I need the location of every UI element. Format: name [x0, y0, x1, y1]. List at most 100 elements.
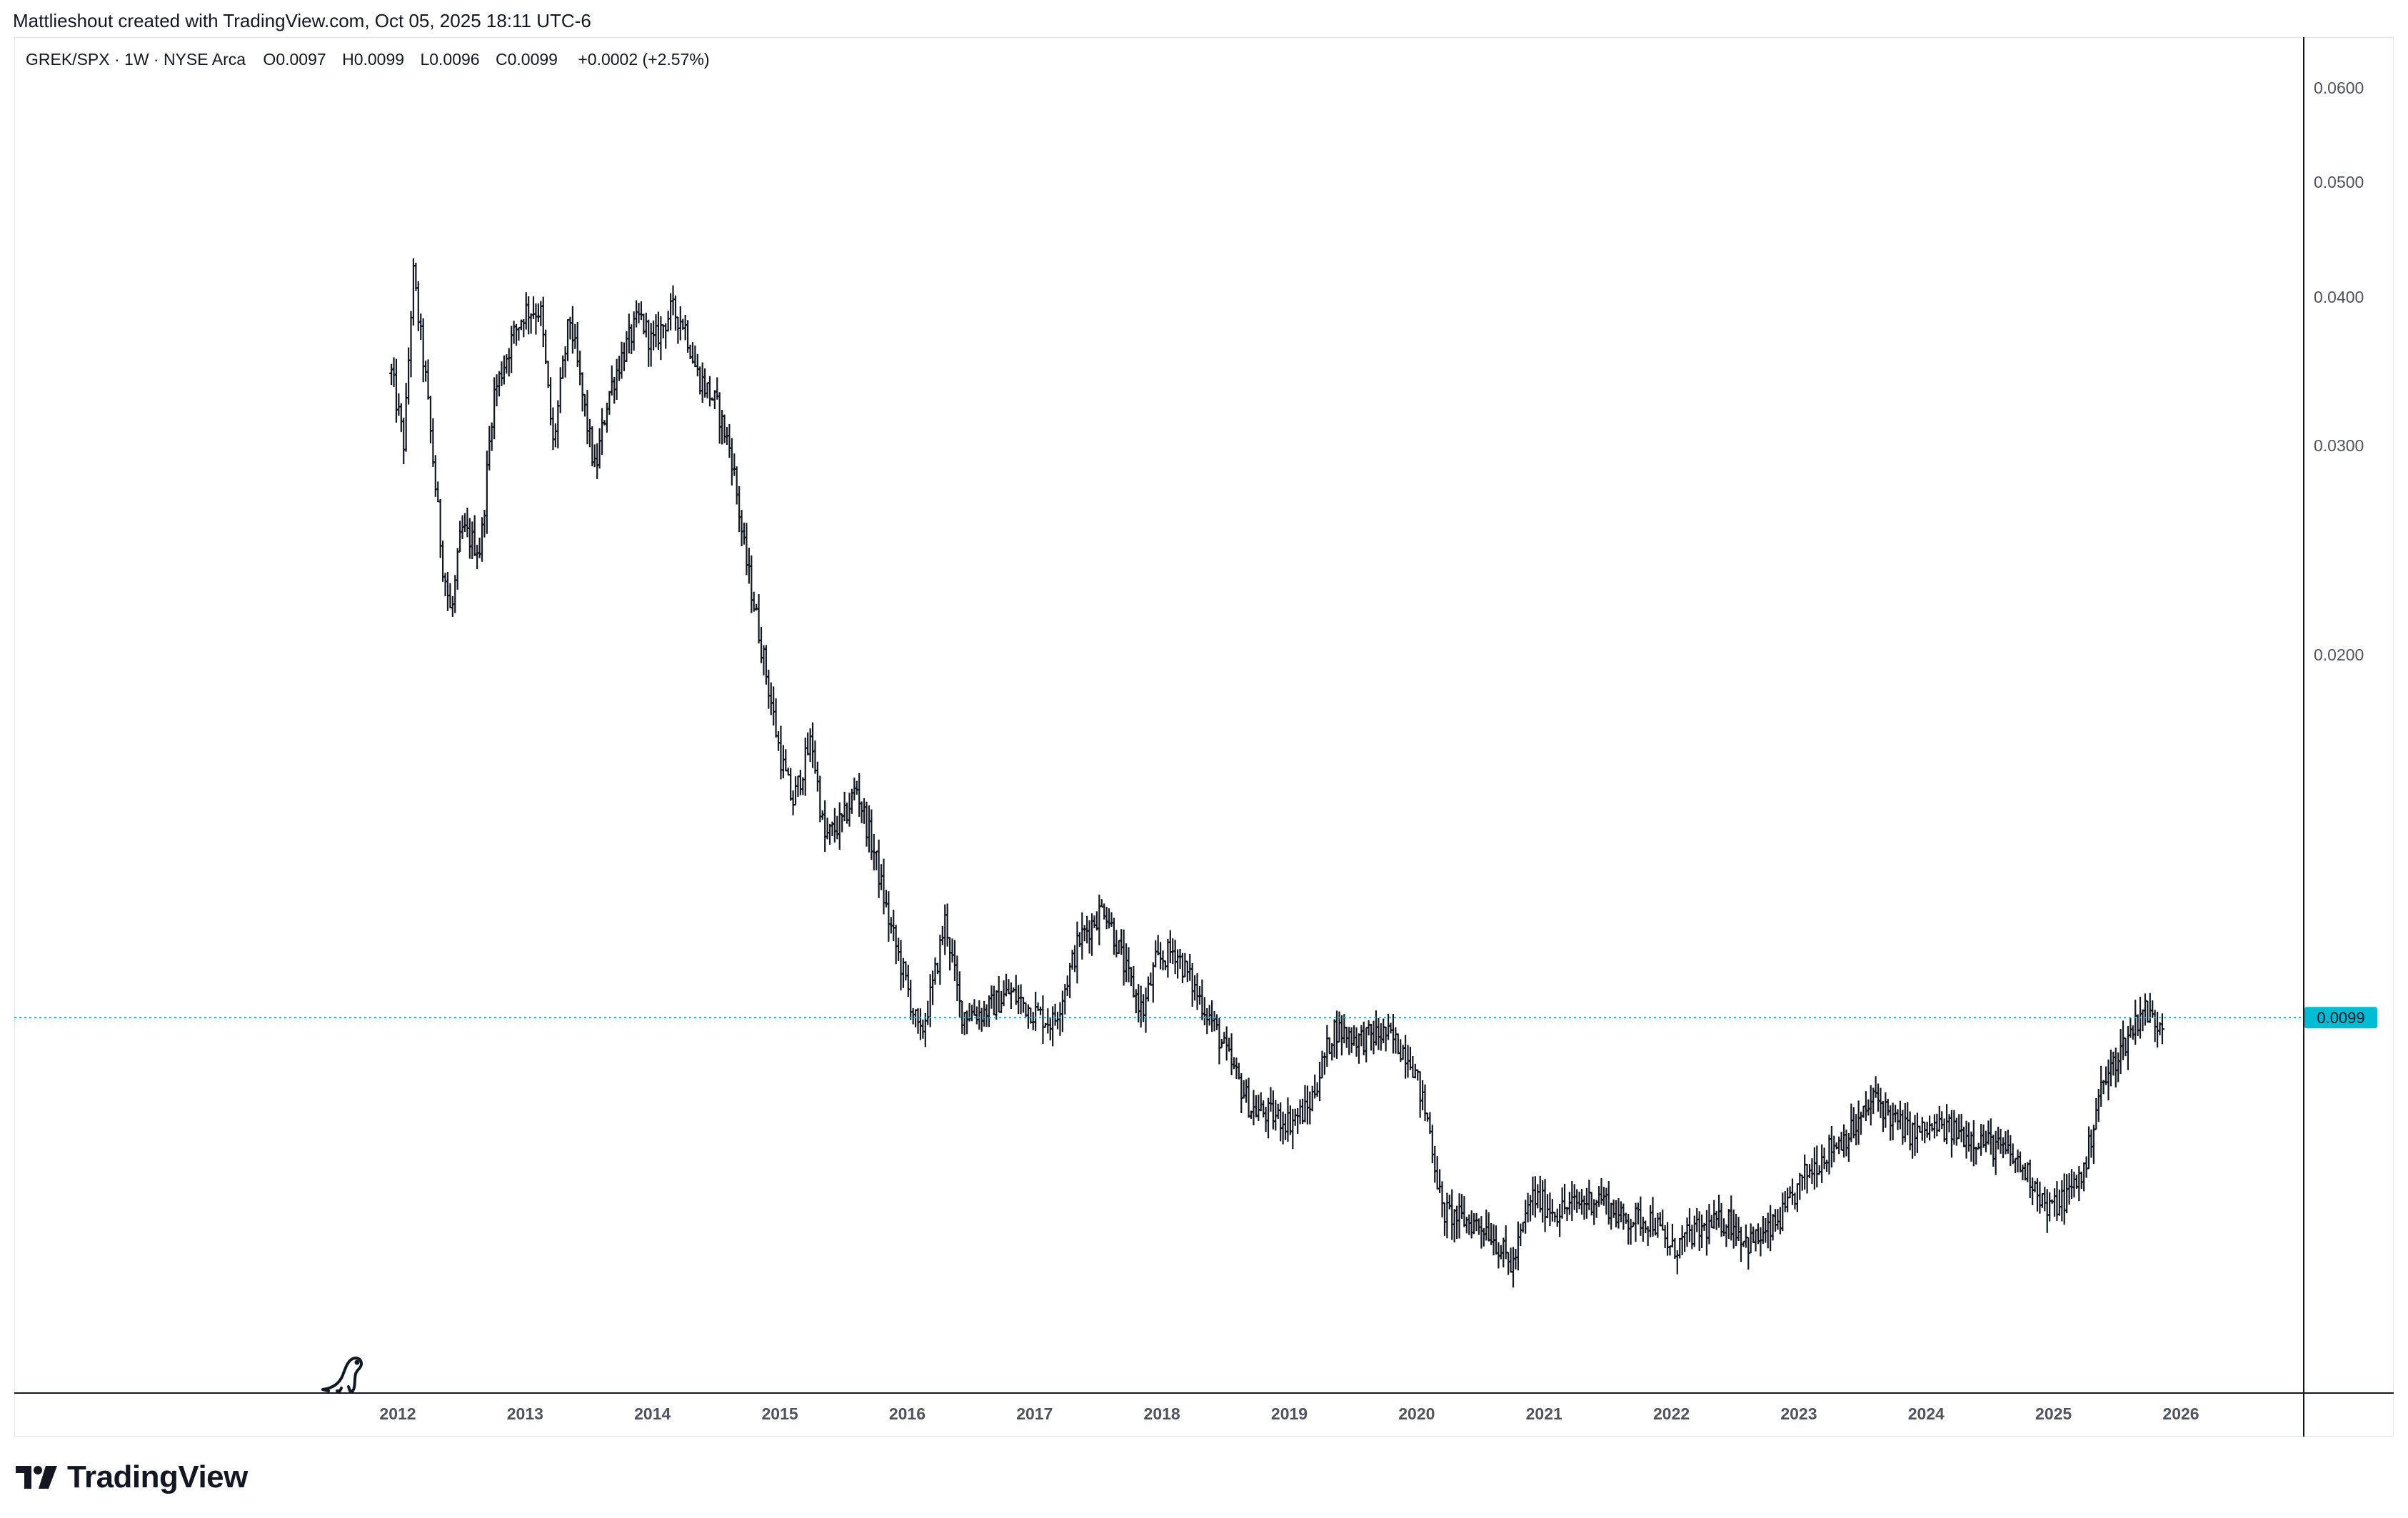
ohlc-bar	[1202, 997, 1207, 1026]
ohlc-bar	[695, 353, 700, 377]
ohlc-bar	[1349, 1027, 1354, 1053]
ohlc-bar	[2022, 1163, 2027, 1181]
ohlc-bar	[1183, 952, 1188, 977]
ohlc-bar	[568, 316, 573, 340]
time-tick-label-12: 2024	[1908, 1404, 1945, 1423]
ohlc-bar	[1704, 1210, 1709, 1256]
ohlc-bar	[1337, 1011, 1342, 1043]
ohlc-bar	[1418, 1071, 1423, 1118]
ohlc-bar	[1690, 1225, 1695, 1250]
ohlc-bar	[1099, 899, 1104, 908]
ohlc-bar	[619, 341, 624, 379]
ohlc-bar	[1193, 975, 1198, 1001]
ohlc-bar	[658, 316, 663, 361]
ohlc-bar	[2062, 1173, 2067, 1225]
time-tick-label-9: 2021	[1526, 1404, 1562, 1423]
ohlc-bar	[1388, 1022, 1393, 1034]
ohlc-bar	[1320, 1050, 1325, 1079]
ohlc-bar	[1153, 940, 1158, 967]
ohlc-bar	[1435, 1156, 1440, 1190]
ohlc-bar	[756, 593, 761, 644]
ohlc-bar	[389, 363, 394, 386]
ohlc-bar	[1680, 1225, 1685, 1255]
ohlc-bar	[1815, 1145, 1820, 1187]
ohlc-bar	[811, 722, 816, 768]
ohlc-bar	[781, 745, 786, 779]
ohlc-bar	[2079, 1171, 2084, 1190]
ohlc-bar	[663, 323, 668, 349]
ohlc-bar	[866, 805, 871, 853]
ohlc-bar	[1839, 1132, 1844, 1151]
ohlc-bar	[1545, 1194, 1550, 1219]
ohlc-bar	[1912, 1115, 1917, 1156]
ohlc-bar	[1190, 962, 1195, 1007]
ohlc-bar	[1935, 1113, 1940, 1137]
ohlc-bar	[1354, 1027, 1359, 1057]
ohlc-bar	[962, 1012, 967, 1035]
ohlc-bar	[443, 573, 448, 597]
ohlc-bar	[734, 466, 739, 505]
ohlc-bar	[1547, 1192, 1552, 1227]
ohlc-bar	[693, 345, 698, 368]
ohlc-bar	[783, 749, 788, 772]
ohlc-bar	[541, 296, 546, 348]
ohlc-bar	[1797, 1172, 1802, 1200]
ohlc-bar	[558, 367, 563, 413]
ohlc-bar	[1895, 1109, 1900, 1130]
ohlc-bar	[1883, 1092, 1888, 1128]
ohlc-bar	[920, 1020, 925, 1039]
ohlc-bar	[1782, 1191, 1787, 1212]
ohlc-bar	[1513, 1248, 1518, 1270]
tradingview-logo[interactable]: TradingView	[14, 1459, 248, 1495]
last-price-label: 0.0099	[2317, 1009, 2364, 1027]
ohlc-bar	[1515, 1221, 1520, 1271]
ohlc-bar	[509, 326, 514, 373]
ohlc-bar	[1837, 1136, 1842, 1155]
ohlc-bar	[621, 342, 626, 371]
ohlc-bar	[893, 925, 898, 965]
ohlc-bar	[2017, 1151, 2022, 1172]
ohlc-bar	[1102, 903, 1107, 920]
ohlc-bar	[1645, 1226, 1650, 1247]
ohlc-bar	[1604, 1187, 1609, 1215]
ohlc-bar	[1618, 1201, 1623, 1222]
ohlc-bar	[1408, 1046, 1413, 1070]
ohlc-bar	[788, 768, 793, 801]
ohlc-bar	[2067, 1173, 2072, 1205]
ohlc-bar	[1792, 1192, 1797, 1210]
time-tick-label-5: 2017	[1016, 1404, 1053, 1423]
ohlc-bar	[950, 938, 955, 963]
ohlc-bar	[393, 358, 398, 423]
ohlc-bar	[1785, 1187, 1790, 1212]
ohlc-bar	[1486, 1212, 1491, 1242]
ohlc-bar	[891, 910, 896, 942]
ohlc-bar	[803, 737, 808, 796]
ohlc-bar	[1614, 1200, 1619, 1228]
ohlc-bar	[1876, 1083, 1881, 1112]
ohlc-bar	[1542, 1179, 1547, 1232]
symbol-name[interactable]: GREK/SPX · 1W · NYSE Arca	[26, 50, 246, 69]
ohlc-bar	[2025, 1162, 2030, 1182]
ohlc-bar	[859, 801, 864, 823]
close-label: C	[495, 50, 508, 69]
ohlc-bar	[2045, 1189, 2050, 1233]
ohlc-bar	[1587, 1180, 1592, 1210]
ohlc-bar	[1455, 1205, 1460, 1240]
ohlc-bar	[1400, 1045, 1405, 1060]
ohlc-bar	[1920, 1117, 1925, 1141]
ohlc-bar	[2084, 1156, 2089, 1178]
ohlc-bar	[604, 402, 609, 433]
ohlc-bar	[2000, 1137, 2005, 1159]
ohlc-bar	[636, 303, 641, 323]
time-tick-label-10: 2022	[1653, 1404, 1690, 1423]
ohlc-bar	[1256, 1095, 1261, 1121]
ohlc-bar	[1734, 1213, 1739, 1247]
ohlc-bar	[1133, 989, 1138, 1014]
ohlc-bar	[570, 306, 575, 354]
ohlc-bar	[1410, 1055, 1415, 1078]
ohlc-bar	[2027, 1160, 2032, 1199]
ohlc-bar	[1506, 1252, 1511, 1275]
ohlc-bar	[2099, 1065, 2104, 1107]
ohlc-bar	[712, 390, 717, 410]
